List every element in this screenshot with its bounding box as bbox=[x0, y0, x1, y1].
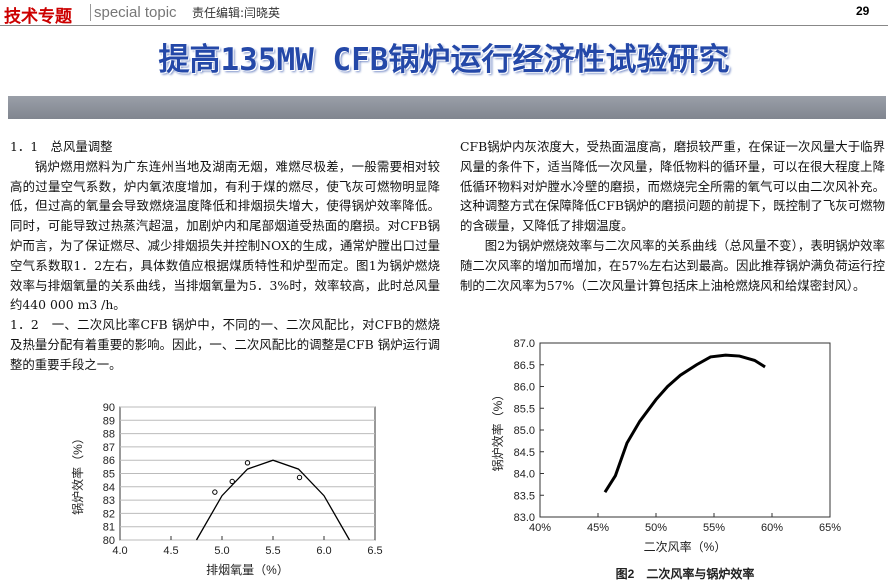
y-axis-label: 锅炉效率（%） bbox=[490, 389, 505, 472]
y-tick-label: 81 bbox=[103, 522, 115, 534]
x-tick-label: 40% bbox=[529, 522, 551, 534]
x-tick-label: 45% bbox=[587, 522, 609, 534]
y-tick-label: 85.5 bbox=[514, 403, 535, 415]
header-rule bbox=[0, 25, 888, 26]
y-tick-label: 84.5 bbox=[514, 447, 535, 459]
y-tick-label: 84 bbox=[103, 482, 115, 494]
x-tick-label: 4.0 bbox=[112, 545, 127, 557]
right-column: CFB锅炉内灰浓度大，受热面温度高，磨损较严重，在保证一次风量大于临界风量的条件… bbox=[460, 137, 885, 295]
y-tick-label: 82 bbox=[103, 508, 115, 520]
x-tick-label: 6.0 bbox=[316, 545, 331, 557]
section-en: special topic bbox=[90, 4, 177, 21]
data-point bbox=[212, 489, 218, 495]
data-point bbox=[244, 460, 251, 466]
data-point bbox=[296, 474, 303, 481]
x-tick-label: 6.5 bbox=[367, 545, 382, 557]
paragraph: 1．1 总风量调整 bbox=[10, 139, 113, 154]
x-tick-label: 55% bbox=[703, 522, 725, 534]
title: 提高135MW CFB锅炉运行经济性试验研究 bbox=[158, 42, 730, 78]
y-tick-label: 89 bbox=[103, 415, 115, 427]
title-bar bbox=[8, 96, 886, 119]
y-tick-label: 87 bbox=[103, 442, 115, 454]
y-tick-label: 83.5 bbox=[514, 490, 535, 502]
y-tick-label: 80 bbox=[103, 535, 115, 547]
y-axis-label: 锅炉效率（%） bbox=[70, 432, 85, 515]
y-tick-label: 88 bbox=[103, 429, 115, 441]
x-tick-label: 65% bbox=[819, 522, 841, 534]
paragraph: 锅炉燃用燃料为广东连州当地及湖南无烟，难燃尽极差，一般需要相对较高的过量空气系数… bbox=[10, 158, 440, 313]
x-tick-label: 5.5 bbox=[265, 545, 280, 557]
y-tick-label: 84.0 bbox=[514, 469, 535, 481]
y-tick-label: 86 bbox=[103, 455, 115, 467]
y-tick-label: 87.0 bbox=[514, 338, 535, 350]
editor: 责任编辑:闫晓英 bbox=[192, 6, 281, 20]
curve bbox=[603, 353, 766, 494]
paragraph: CFB锅炉内灰浓度大，受热面温度高，磨损较严重，在保证一次风量大于临界风量的条件… bbox=[460, 139, 885, 234]
curve bbox=[195, 459, 351, 541]
left-column: 1．1 总风量调整 锅炉燃用燃料为广东连州当地及湖南无烟，难燃尽极差，一般需要相… bbox=[10, 137, 440, 375]
x-axis-label: 排烟氧量（%） bbox=[206, 563, 289, 577]
data-point bbox=[229, 478, 235, 485]
y-tick-label: 86.5 bbox=[514, 360, 535, 372]
x-axis-label: 二次风率（%） bbox=[644, 539, 727, 554]
paragraph: 图2为锅炉燃烧效率与二次风率的关系曲线（总风量不变），表明锅炉效率随二次风率的增… bbox=[460, 237, 885, 293]
paragraph: 1．2 一、二次风比率CFB 锅炉中，不同的一、二次风配比，对CFB的燃烧及热量… bbox=[10, 317, 440, 372]
y-tick-label: 86.0 bbox=[514, 382, 535, 394]
x-tick-label: 50% bbox=[645, 522, 667, 534]
plot-frame bbox=[539, 342, 831, 518]
section: 技术专题 bbox=[4, 7, 72, 27]
y-tick-label: 90 bbox=[103, 402, 115, 414]
caption: 图2 二次风率与锅炉效率 bbox=[616, 566, 755, 581]
y-tick-label: 83 bbox=[103, 495, 115, 507]
x-tick-label: 5.0 bbox=[214, 545, 229, 557]
x-tick-label: 4.5 bbox=[163, 545, 178, 557]
y-tick-label: 85 bbox=[103, 469, 115, 481]
page-number: 29 bbox=[856, 4, 870, 18]
x-tick-label: 60% bbox=[761, 522, 783, 534]
y-tick-label: 83.0 bbox=[514, 512, 535, 524]
y-tick-label: 85.0 bbox=[514, 425, 535, 437]
